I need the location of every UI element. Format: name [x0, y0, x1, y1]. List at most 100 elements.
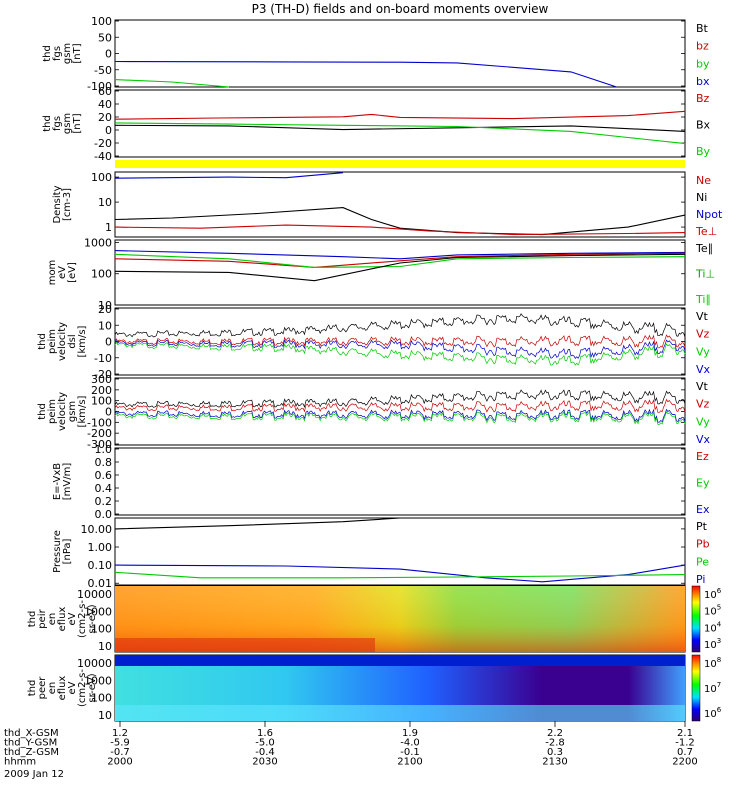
y-tick-label: -100 [87, 80, 112, 93]
series-line-Tell [114, 253, 686, 282]
series-line-Vz [114, 398, 686, 413]
panel-frame [114, 377, 686, 446]
series-line-by [114, 79, 230, 88]
series-line-Te∥ [114, 252, 686, 268]
series-line-Vx [114, 408, 686, 423]
series-line-Ne [114, 224, 686, 236]
series-line-Vt [114, 389, 686, 408]
panel-7: 1.00.80.60.40.20.0 E=-VxB[mV/m] Ez Ey Ex [52, 443, 710, 521]
y-tick-label: 0.2 [95, 495, 113, 508]
legend-entry: Pe [696, 555, 709, 568]
legend-entry: Vx [696, 433, 711, 446]
x-axis-row-label: thd_Y-GSM [4, 738, 57, 749]
legend-entry: Ey [696, 477, 710, 490]
y-tick-label: 100 [91, 171, 112, 184]
y-tick-label: 40 [98, 98, 112, 111]
y-tick-label: -10 [94, 352, 112, 365]
legend-entry: Vx [696, 363, 711, 376]
y-tick-label: 10 [98, 196, 112, 209]
series-line-Vy [114, 341, 686, 366]
y-tick-label: 1 [105, 221, 112, 234]
panel-frame [114, 239, 686, 306]
legend-entry: Pb [696, 538, 710, 551]
y-tick-label: 100 [91, 692, 112, 705]
colorbar-tick-label: 105 [704, 604, 721, 618]
x-axis-value: 1.2 [112, 728, 128, 739]
x-axis-value: -1.2 [675, 738, 695, 749]
y-axis-label: thdpeimvelocitydsl[km/s] [37, 322, 88, 361]
x-axis-value: 1.6 [257, 728, 273, 739]
figure-title: P3 (TH-D) fields and on-board moments ov… [252, 2, 549, 16]
series-line-Vt [114, 313, 686, 338]
y-tick-label: 0.6 [95, 469, 113, 482]
colorbar-tick-label: 104 [704, 620, 722, 634]
y-tick-label: 0.8 [95, 456, 113, 469]
y-tick-label: 0 [105, 124, 112, 137]
x-axis-value: -0.7 [110, 747, 130, 758]
legend-entry: Ez [696, 450, 709, 463]
y-tick-label: 0 [105, 336, 112, 349]
y-tick-label: 100 [91, 623, 112, 636]
x-axis-value: 0.7 [677, 747, 693, 758]
legend-entry: bx [696, 75, 710, 88]
y-tick-label: 0.01 [88, 577, 113, 590]
series-line-By [114, 122, 686, 145]
x-axis-row-label: thd_X-GSM [4, 728, 59, 739]
legend-entry: Ni [696, 191, 707, 204]
y-tick-label: 1000 [84, 605, 112, 618]
x-axis-value: 2100 [397, 757, 422, 768]
legend-entry: Te⊥ [695, 225, 717, 238]
y-tick-label: 10 [98, 319, 112, 332]
legend-entry: Vy [696, 345, 710, 358]
yellow-status-bar [115, 160, 685, 168]
y-tick-label: 60 [98, 85, 112, 98]
y-axis-label: thdpeirenefluxeV(cm2-s-sr-eV) [27, 600, 98, 638]
legend-entry: Ex [696, 503, 710, 516]
panel-1: 100 50 0 -50 -100 thdfgsgsm[nT] Bt bz by bx [42, 15, 710, 93]
legend-entry: Bt [696, 22, 709, 35]
y-tick-label: 1.00 [88, 541, 113, 554]
y-tick-label: 0 [105, 406, 112, 419]
x-axis-row-label: hhmm [4, 757, 36, 768]
legend-entry: Ne [696, 174, 711, 187]
y-tick-label: 10 [98, 640, 112, 653]
y-axis-label: thdpeerenefluxeV(cm2-s-sr-eV) [27, 669, 98, 707]
panel-8: 10.00 1.00 0.10 0.01 Pressure[nPa] Pt Pb Pe Pi [52, 517, 710, 590]
y-tick-label: -40 [94, 150, 112, 163]
legend-entry: By [696, 145, 711, 158]
legend-entry: Ti⊥ [695, 268, 715, 281]
series-line-Bz [114, 110, 686, 120]
series-line-Vx [114, 339, 686, 360]
panel-frame [114, 19, 686, 88]
series-line-Ti∥ [114, 253, 686, 268]
electron-spectrogram [115, 655, 685, 721]
series-line-Pi [114, 564, 686, 583]
y-tick-label: -300 [87, 438, 112, 451]
x-axis-value: -5.0 [255, 738, 275, 749]
panel-frame [114, 447, 686, 516]
colorbar-tick-label: 108 [704, 656, 721, 670]
ion-spectrogram [115, 586, 685, 652]
panel-frame [114, 517, 686, 586]
y-tick-label: 100 [91, 15, 112, 28]
series-line-Npot [114, 172, 344, 179]
legend-entry: Te∥ [695, 242, 713, 255]
y-tick-label: 1000 [84, 236, 112, 249]
y-tick-label: 0.0 [95, 508, 113, 521]
y-axis-label: momeV[eV] [47, 260, 78, 286]
panel-frame [114, 171, 686, 238]
series-line-Pe [114, 571, 686, 579]
y-axis-label: Pressure[nPa] [52, 530, 73, 573]
y-axis-label: Density[cm-3] [52, 185, 73, 223]
y-tick-label: 100 [91, 268, 112, 281]
y-axis-label: thdpeimvelocitygsm[km/s] [37, 392, 88, 431]
legend-entry: Npot [696, 208, 723, 221]
y-axis-label: E=-VxB[mV/m] [52, 463, 73, 501]
y-tick-label: 10000 [77, 657, 112, 670]
y-tick-label: 10 [98, 299, 112, 312]
legend-entry: Vz [696, 398, 710, 411]
x-axis-value: 0.3 [547, 747, 563, 758]
x-axis-value: -0.1 [400, 747, 420, 758]
y-tick-label: 10000 [77, 588, 112, 601]
